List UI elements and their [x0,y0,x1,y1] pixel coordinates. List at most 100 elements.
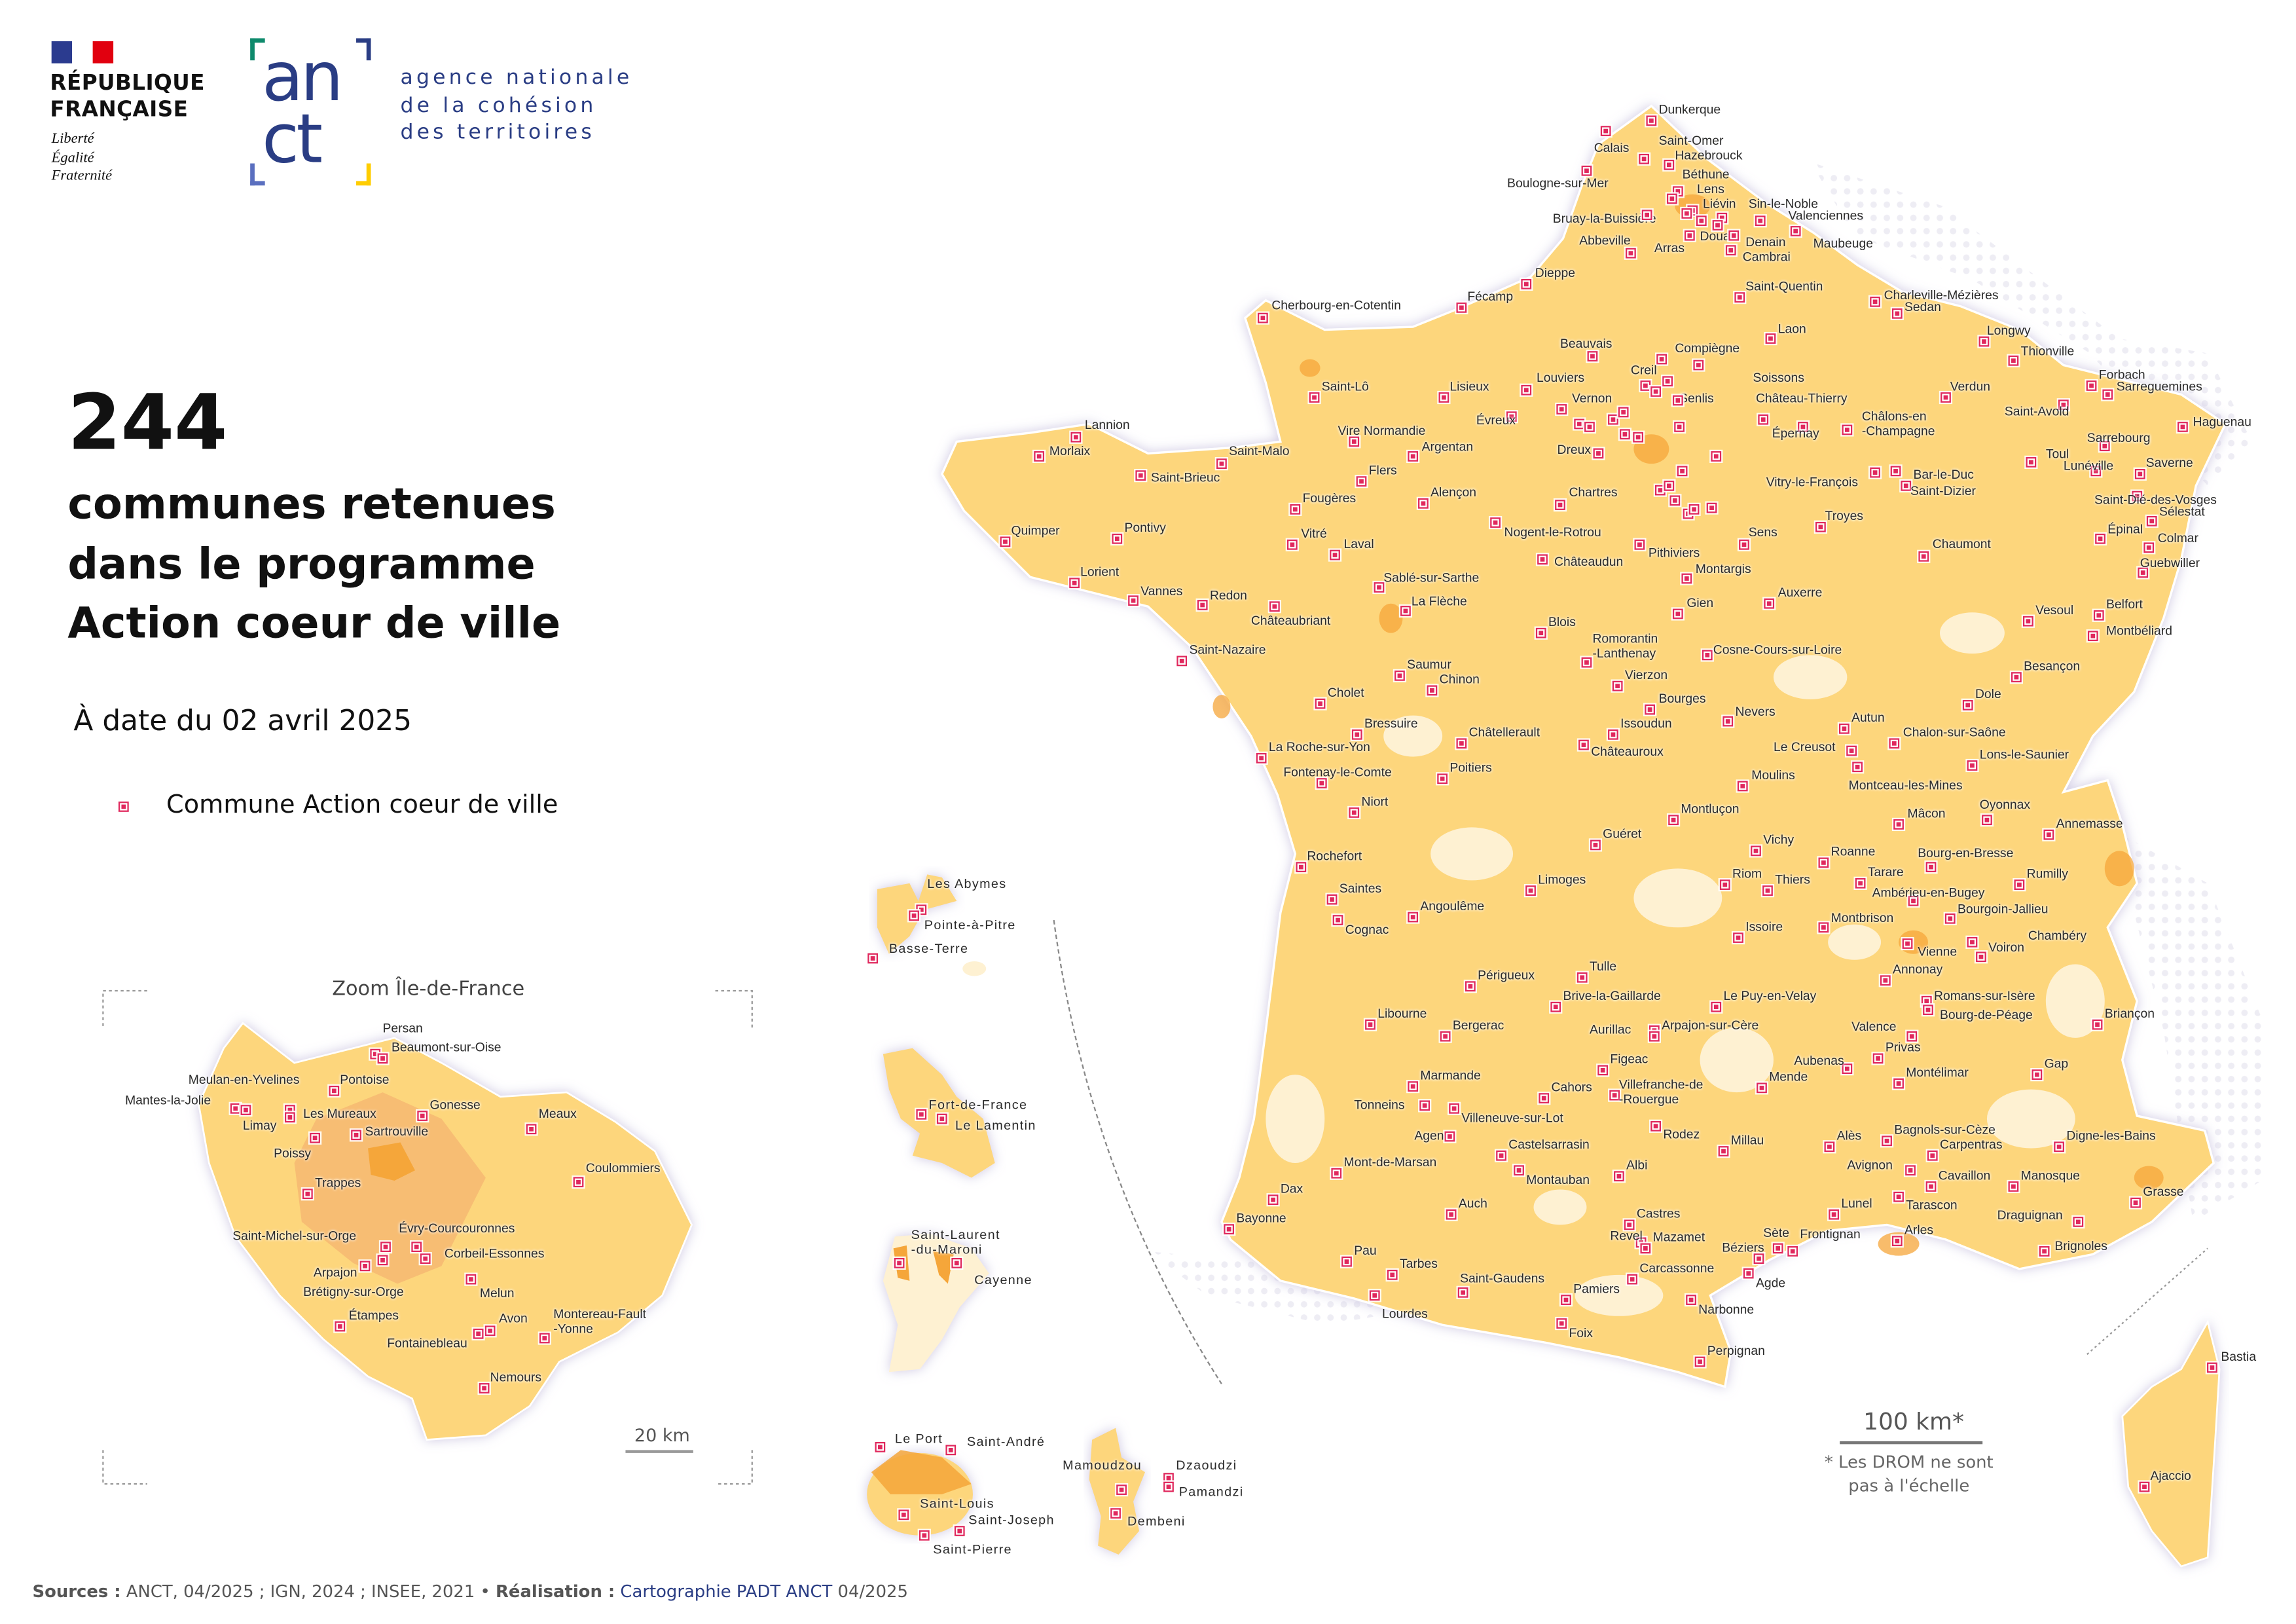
city-label: Persan [382,1020,423,1035]
city-label: Fort-de-France [928,1097,1028,1112]
city-label: Gonesse [429,1097,481,1112]
city-marker-icon [1772,1243,1783,1254]
city-label: Calais [1594,140,1630,155]
city-marker-icon [1556,1318,1567,1329]
city-marker-icon [1733,932,1743,943]
city-marker-icon [1590,840,1601,851]
city-label: Saintes [1339,880,1382,896]
city-marker-icon [329,1085,340,1096]
city-marker-icon [1418,498,1429,509]
city-marker-icon [1719,879,1730,890]
city-marker-icon [2146,515,2157,526]
city-label: Louviers [1537,369,1585,385]
city-marker-icon [2032,1069,2043,1080]
scale-note: * Les DROM ne sont pas à l'échelle [1824,1451,1994,1496]
city-marker-icon [1465,981,1476,992]
city-marker-icon [1941,392,1951,403]
scale-label: 100 km* [1863,1407,1965,1435]
city-label: Auxerre [1777,585,1823,600]
city-marker-icon [1521,384,1532,396]
city-marker-icon [2011,672,2022,682]
city-label: Vitré [1301,526,1327,541]
city-label: Sarrebourg [2086,430,2151,445]
city-marker-icon [1718,1146,1729,1156]
corsica [2121,1320,2221,1568]
city-label: Valenciennes [1788,208,1864,223]
city-marker-icon [1369,1290,1380,1301]
city-marker-icon [909,910,919,921]
city-label: Niort [1361,794,1389,809]
city-marker-icon [1681,208,1692,219]
city-marker-icon [1722,716,1734,727]
city-marker-icon [1649,1031,1660,1042]
city-marker-icon [1556,404,1567,415]
city-label: Saint-Nazaire [1189,642,1266,657]
city-marker-icon [1216,458,1227,470]
city-label: Laon [1777,321,1806,337]
city-marker-icon [1490,517,1501,528]
city-marker-icon [2043,829,2054,840]
city-marker-icon [1967,936,1978,948]
city-marker-icon [2132,490,2143,502]
city-marker-icon [1627,1274,1638,1285]
city-label: Voiron [1988,939,2024,955]
city-marker-icon [1890,466,1901,477]
drom-separator-line [1053,919,1222,1384]
city-label: Hazebrouck [1675,147,1743,162]
city-label: Thionville [2020,343,2075,358]
city-marker-icon [1668,815,1679,826]
city-marker-icon [2073,1217,2084,1227]
city-label: Colmar [2157,530,2198,545]
city-marker-icon [951,1258,962,1268]
city-marker-icon [1662,376,1673,387]
city-label: Nevers [1735,704,1776,719]
city-marker-icon [1427,685,1438,696]
city-label: Châteaudun [1554,553,1624,569]
city-marker-icon [916,1109,927,1120]
city-label: Lunel [1841,1196,1872,1211]
city-marker-icon [1711,451,1722,462]
city-marker-icon [1686,1295,1696,1305]
motto-liberte: Liberté [51,131,94,147]
city-label: Saint-Quentin [1745,278,1823,293]
city-label: Cambrai [1742,249,1791,264]
city-label: Sarreguemines [2116,378,2202,394]
sources-text: ANCT, 04/2025 ; IGN, 2024 ; INSEE, 2021 … [120,1581,496,1602]
city-label: Les Mureaux [303,1105,376,1121]
city-marker-icon [240,1105,251,1115]
city-label: Tarbes [1399,1256,1438,1271]
city-label: Cholet [1327,684,1364,700]
city-marker-icon [1758,414,1769,425]
city-label: Pithiviers [1648,545,1700,560]
city-label: Bourgoin-Jallieu [1957,901,2049,916]
city-marker-icon [1550,1001,1561,1012]
paris-area [368,1142,415,1181]
city-marker-icon [1829,1209,1840,1220]
city-marker-icon [1694,1356,1705,1367]
city-label: Mazamet [1652,1229,1705,1245]
city-marker-icon [1893,819,1904,830]
city-label: Sablé-sur-Sarthe [1383,570,1480,585]
city-label: Saint-Avold [2004,403,2069,419]
city-label: Périgueux [1478,967,1535,983]
city-marker-icon [1737,781,1748,792]
city-marker-icon [1438,392,1449,403]
realisation-date: 04/2025 [832,1581,908,1602]
city-label: Limoges [1538,872,1586,887]
city-marker-icon [1446,1209,1457,1220]
agency-name: agence nationale de la cohésion des terr… [400,65,632,147]
city-marker-icon [1506,411,1517,422]
city-label: Montceau-les-Mines [1848,777,1963,793]
city-label: Châteaubriant [1250,612,1331,628]
city-marker-icon [2143,542,2155,553]
city-marker-icon [1000,536,1011,547]
city-marker-icon [945,1445,957,1456]
city-label: Alès [1836,1128,1862,1143]
city-label: Châlons-en -Champagne [1861,408,1935,437]
city-label: Ambérieu-en-Bugey [1872,885,1985,900]
city-marker-icon [1753,1253,1764,1264]
city-label: Carpentras [1939,1137,2003,1152]
city-label: Cherbourg-en-Cotentin [1271,297,1401,313]
city-label: Mont-de-Marsan [1343,1154,1437,1170]
city-label: Meulan-en-Yvelines [188,1072,300,1087]
